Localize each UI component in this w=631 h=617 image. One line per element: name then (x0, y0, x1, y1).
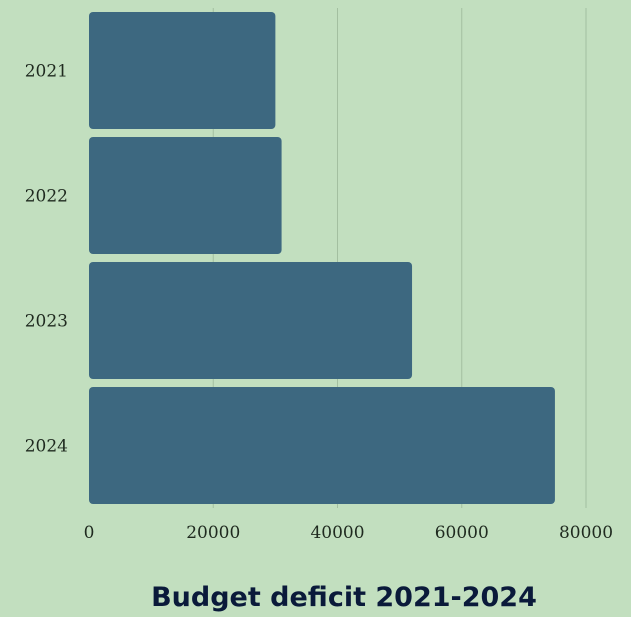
x-tick-label-20000: 20000 (186, 523, 240, 543)
bar-2022 (89, 137, 282, 254)
x-tick-label-80000: 80000 (559, 523, 613, 543)
y-tick-label-2023: 2023 (25, 312, 68, 332)
x-tick-label-0: 0 (84, 523, 95, 543)
y-tick-label-2024: 2024 (25, 437, 68, 457)
x-tick-label-40000: 40000 (310, 523, 364, 543)
chart-title: Budget deficit 2021-2024 (151, 582, 537, 613)
y-axis-tick-labels: 2021 2022 2023 2024 (25, 62, 68, 457)
bar-2021 (89, 12, 276, 129)
bars (89, 12, 555, 504)
bar-2024 (89, 387, 555, 504)
x-axis-tick-labels: 0 20000 40000 60000 80000 (84, 523, 613, 543)
x-tick-label-60000: 60000 (435, 523, 489, 543)
y-tick-label-2022: 2022 (25, 187, 68, 207)
bar-2023 (89, 262, 413, 379)
y-tick-label-2021: 2021 (25, 62, 68, 82)
